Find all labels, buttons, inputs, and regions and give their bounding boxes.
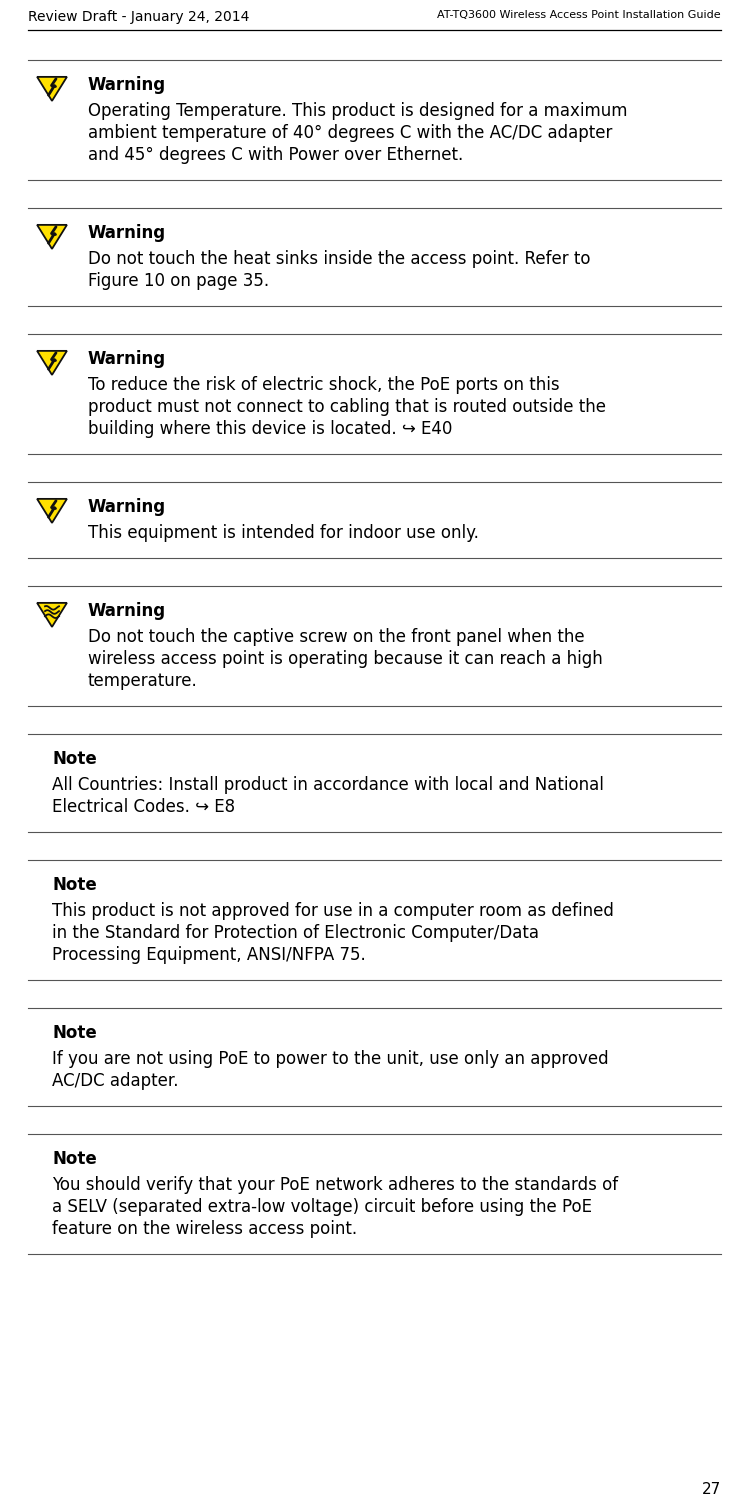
Text: This product is not approved for use in a computer room as defined: This product is not approved for use in … — [52, 902, 614, 920]
Text: Electrical Codes. ↪ E8: Electrical Codes. ↪ E8 — [52, 798, 235, 816]
Text: All Countries: Install product in accordance with local and National: All Countries: Install product in accord… — [52, 776, 604, 794]
Polygon shape — [37, 351, 67, 375]
Text: Note: Note — [52, 1024, 97, 1042]
Text: You should verify that your PoE network adheres to the standards of: You should verify that your PoE network … — [52, 1176, 618, 1194]
Text: a SELV (separated extra-low voltage) circuit before using the PoE: a SELV (separated extra-low voltage) cir… — [52, 1198, 592, 1216]
Text: Operating Temperature. This product is designed for a maximum: Operating Temperature. This product is d… — [88, 102, 628, 120]
Text: Warning: Warning — [88, 602, 166, 619]
Text: Note: Note — [52, 1150, 97, 1168]
Text: Note: Note — [52, 750, 97, 768]
Text: and 45° degrees C with Power over Ethernet.: and 45° degrees C with Power over Ethern… — [88, 146, 463, 164]
Text: If you are not using PoE to power to the unit, use only an approved: If you are not using PoE to power to the… — [52, 1050, 609, 1068]
Text: Processing Equipment, ANSI/NFPA 75.: Processing Equipment, ANSI/NFPA 75. — [52, 946, 366, 964]
Text: Note: Note — [52, 876, 97, 894]
Polygon shape — [37, 500, 67, 523]
Text: Review Draft - January 24, 2014: Review Draft - January 24, 2014 — [28, 10, 249, 24]
Polygon shape — [37, 76, 67, 101]
Text: 27: 27 — [702, 1482, 721, 1497]
Text: This equipment is intended for indoor use only.: This equipment is intended for indoor us… — [88, 524, 479, 542]
Polygon shape — [37, 225, 67, 249]
Text: temperature.: temperature. — [88, 672, 198, 690]
Text: AT-TQ3600 Wireless Access Point Installation Guide: AT-TQ3600 Wireless Access Point Installa… — [437, 10, 721, 20]
Text: Do not touch the heat sinks inside the access point. Refer to: Do not touch the heat sinks inside the a… — [88, 251, 590, 268]
Text: wireless access point is operating because it can reach a high: wireless access point is operating becau… — [88, 650, 603, 668]
Text: product must not connect to cabling that is routed outside the: product must not connect to cabling that… — [88, 398, 606, 416]
Text: Warning: Warning — [88, 350, 166, 368]
Text: in the Standard for Protection of Electronic Computer/Data: in the Standard for Protection of Electr… — [52, 924, 539, 942]
Polygon shape — [37, 603, 67, 627]
Text: Figure 10 on page 35.: Figure 10 on page 35. — [88, 272, 269, 290]
Text: Warning: Warning — [88, 224, 166, 242]
Text: feature on the wireless access point.: feature on the wireless access point. — [52, 1220, 357, 1238]
Text: Warning: Warning — [88, 498, 166, 516]
Text: Warning: Warning — [88, 76, 166, 94]
Text: Do not touch the captive screw on the front panel when the: Do not touch the captive screw on the fr… — [88, 628, 585, 646]
Text: ambient temperature of 40° degrees C with the AC/DC adapter: ambient temperature of 40° degrees C wit… — [88, 124, 613, 142]
Text: To reduce the risk of electric shock, the PoE ports on this: To reduce the risk of electric shock, th… — [88, 376, 560, 394]
Text: AC/DC adapter.: AC/DC adapter. — [52, 1072, 178, 1090]
Text: building where this device is located. ↪ E40: building where this device is located. ↪… — [88, 420, 452, 438]
